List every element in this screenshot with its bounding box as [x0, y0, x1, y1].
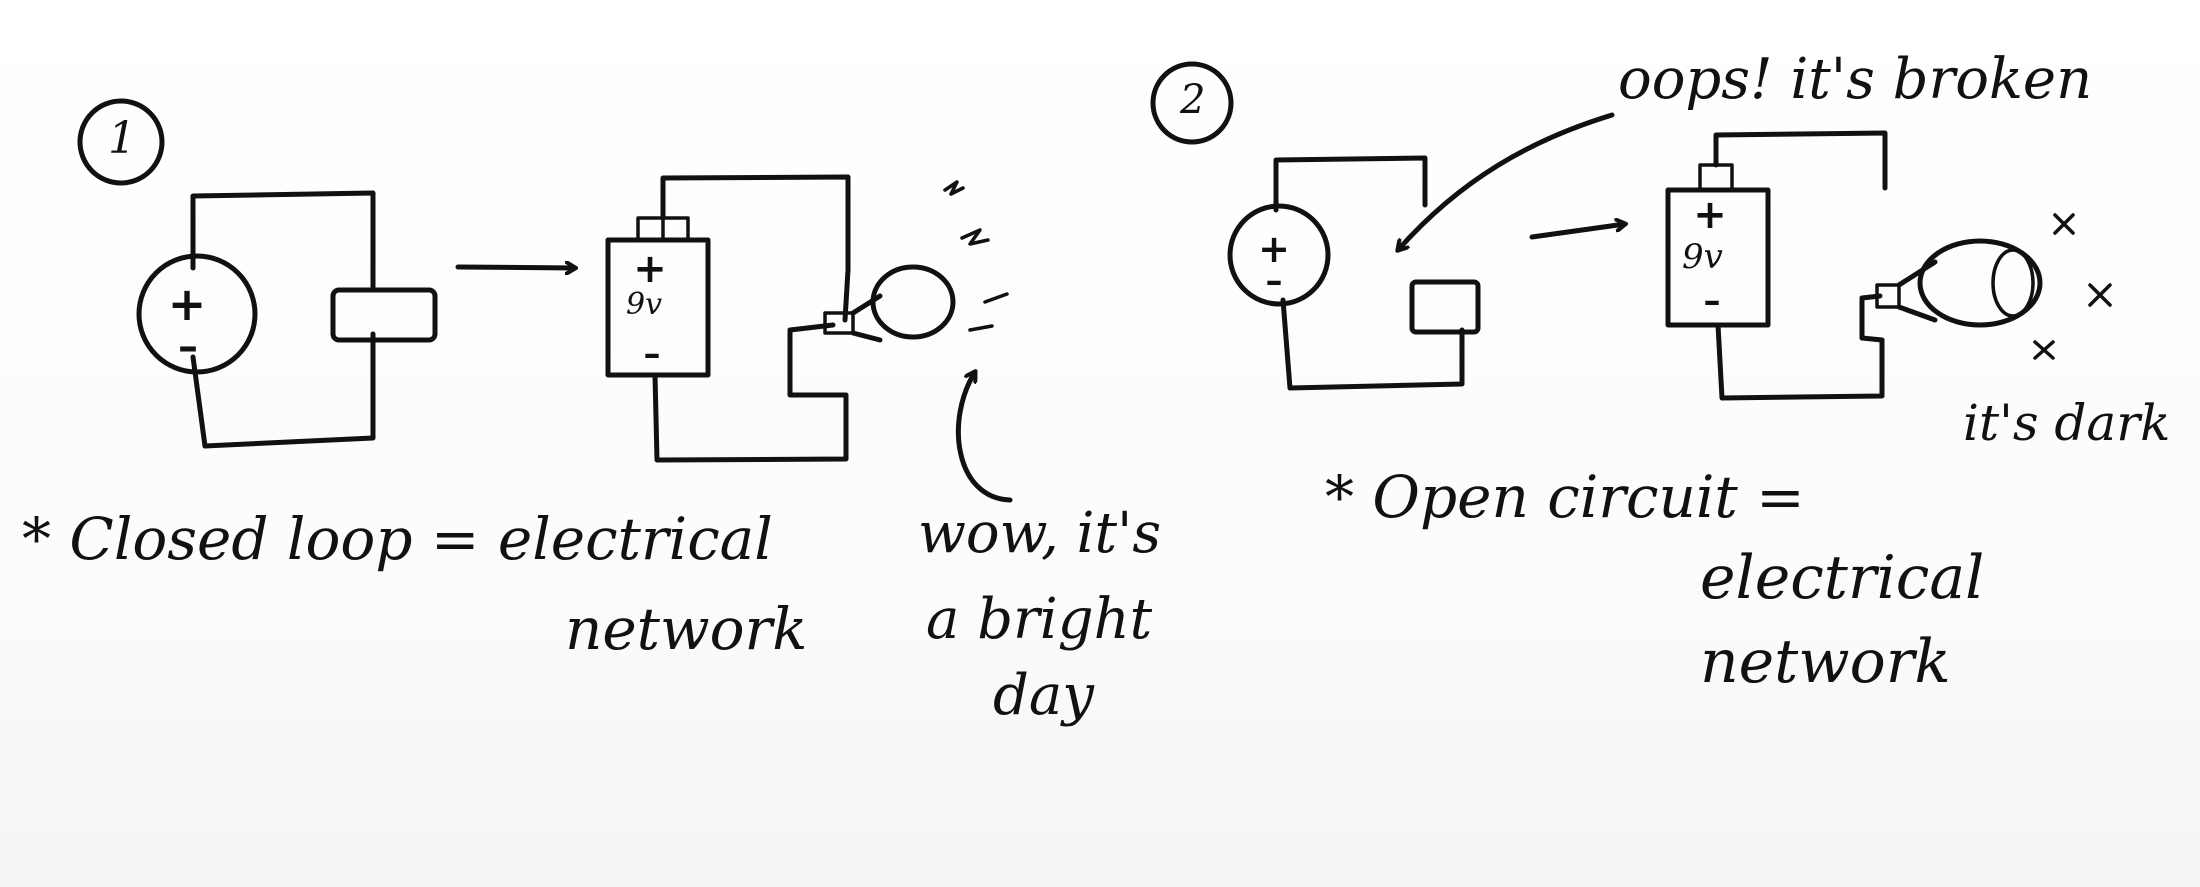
voltage-source-icon: [136, 253, 258, 375]
wire-top-broken: [1273, 155, 1428, 213]
bright-day-note-line-2: a bright: [926, 587, 1153, 652]
glow-ray-icon: [960, 228, 990, 246]
panel-1-schematic-circuit: [136, 190, 438, 449]
dark-x-marks: [2033, 213, 2112, 360]
panel-2-transform-arrow: [1529, 224, 1625, 240]
wire-top: [190, 190, 376, 293]
panel-1-transform-arrow: [455, 267, 575, 268]
broken-callout-arrow: [1398, 112, 1615, 250]
panel-2-caption-line-3: network: [1700, 627, 1951, 697]
battery-plus-icon: +: [633, 246, 667, 292]
panel-2-caption-line-2: electrical: [1700, 543, 1985, 613]
wire-bottom: [190, 331, 376, 449]
panel-2-caption-line-1: * Open circuit =: [1325, 463, 1805, 531]
battery-minus-icon: –: [644, 334, 661, 374]
panel-2: [1150, 61, 2112, 401]
wire-top-broken: [1713, 130, 1888, 191]
panel-2-schematic-circuit: [1227, 155, 1481, 391]
bulb-base-icon: [1875, 283, 1901, 309]
battery-plus-icon: +: [1693, 192, 1727, 238]
broken-callout-label: oops! it's broken: [1618, 47, 2093, 112]
wire-bottom: [1280, 297, 1465, 391]
battery-minus-icon: –: [1704, 281, 1721, 321]
wire-bottom: [1715, 293, 1885, 401]
glow-ray-icon: [943, 180, 965, 196]
minus-sign-icon: –: [178, 324, 198, 370]
minus-sign-icon: –: [1266, 261, 1283, 301]
panel-1-caption-line-2: network: [565, 595, 808, 663]
plus-sign-icon: +: [1258, 227, 1290, 271]
bright-day-pointer-arrow: [955, 372, 1013, 503]
light-bulb-icon: [1917, 238, 2043, 328]
panel-1-pictorial-circuit: [605, 174, 1009, 463]
bright-day-note-line-1: wow, it's: [918, 501, 1162, 566]
panel-2-number-circle: [1150, 61, 1234, 145]
plus-sign-icon: +: [168, 277, 207, 331]
panel-1-caption-line-1: * Closed loop = electrical: [22, 505, 773, 573]
panel-1: [77, 98, 1013, 503]
panel-2-pictorial-circuit: [1665, 130, 2112, 401]
bright-day-note-line-3: day: [993, 663, 1094, 728]
wire-bottom: [652, 322, 849, 463]
glow-ray-icon: [968, 324, 994, 332]
light-bulb-icon: [870, 264, 956, 340]
panel-2-battery-label: 9v: [1682, 237, 1723, 277]
panel-1-battery-label: 9v: [626, 287, 663, 322]
resistor-icon: [1409, 279, 1481, 335]
bulb-base-icon: [823, 311, 855, 335]
resistor-icon: [330, 287, 438, 343]
panel-2-number: 2: [1180, 77, 1206, 123]
glow-ray-icon: [983, 292, 1009, 304]
voltage-source-icon: [1227, 203, 1331, 307]
dark-note-label: it's dark: [1963, 394, 2171, 452]
panel-1-number: 1: [108, 113, 136, 164]
wire-top: [660, 174, 851, 323]
battery-terminal-icon: [1698, 163, 1734, 192]
panel-1-number-circle: [77, 98, 165, 186]
